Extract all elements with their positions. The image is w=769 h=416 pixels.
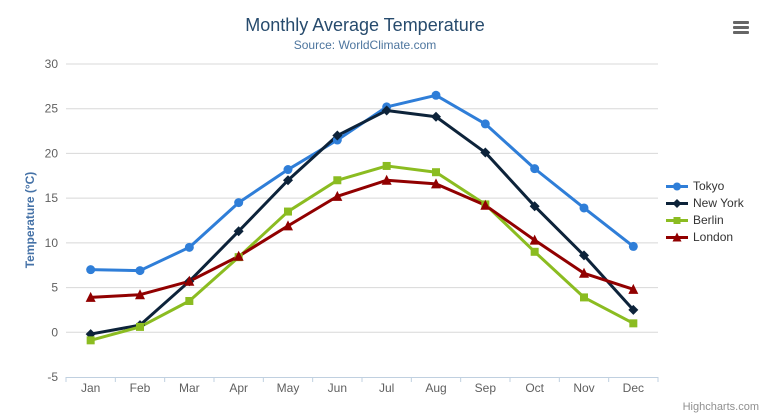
marker-tokyo[interactable] — [431, 90, 441, 100]
marker-new-york[interactable] — [480, 147, 491, 158]
marker-berlin[interactable] — [530, 247, 539, 256]
marker-london[interactable] — [381, 174, 392, 185]
y-tick-label: 30 — [45, 57, 59, 71]
legend-label: Tokyo — [693, 179, 725, 193]
marker-london[interactable] — [85, 291, 96, 302]
highcharts-credit[interactable]: Highcharts.com — [682, 401, 759, 413]
marker-london[interactable] — [233, 250, 244, 261]
marker-berlin[interactable] — [629, 319, 638, 328]
x-tick-label: Nov — [573, 381, 594, 395]
series-line-london — [89, 178, 635, 299]
marker-tokyo[interactable] — [480, 119, 490, 129]
y-tick-label: -5 — [47, 370, 58, 384]
legend-item-london[interactable]: London — [666, 230, 744, 244]
marker-berlin[interactable] — [86, 336, 95, 345]
chart-title: Monthly Average Temperature — [245, 15, 485, 35]
marker-london[interactable] — [332, 190, 343, 201]
marker-berlin[interactable] — [382, 161, 391, 170]
marker-tokyo[interactable] — [184, 242, 194, 252]
chart-subtitle: Source: WorldClimate.com — [293, 38, 437, 52]
marker-london[interactable] — [529, 234, 540, 245]
marker-berlin[interactable] — [185, 296, 194, 305]
marker-london[interactable] — [135, 289, 145, 300]
x-tick-label: Dec — [623, 381, 644, 395]
export-menu-button[interactable] — [733, 21, 749, 34]
legend-symbol-berlin — [673, 216, 681, 224]
x-tick-label: Feb — [130, 381, 151, 395]
legend-symbol-tokyo — [673, 182, 681, 190]
hamburger-icon — [733, 21, 749, 24]
marker-tokyo[interactable] — [234, 198, 244, 208]
y-tick-label: 15 — [45, 191, 59, 205]
marker-tokyo[interactable] — [628, 241, 638, 251]
marker-london[interactable] — [480, 199, 491, 210]
marker-new-york[interactable] — [233, 226, 244, 237]
marker-new-york[interactable] — [332, 130, 343, 141]
marker-london[interactable] — [431, 178, 441, 189]
series-line-berlin — [89, 164, 635, 342]
legend-label: New York — [693, 196, 744, 210]
y-tick-label: 20 — [45, 146, 59, 160]
legend-marker-triangle-icon — [666, 232, 688, 241]
series-line-new-york — [89, 109, 635, 336]
marker-berlin[interactable] — [333, 176, 342, 185]
marker-berlin[interactable] — [136, 322, 144, 331]
hamburger-icon — [733, 26, 749, 29]
legend-marker-diamond-icon — [666, 198, 688, 208]
x-tick-label: Oct — [525, 381, 544, 395]
x-tick-label: Jun — [328, 381, 347, 395]
marker-new-york[interactable] — [381, 105, 392, 116]
marker-new-york[interactable] — [283, 175, 293, 186]
marker-tokyo[interactable] — [283, 165, 293, 175]
marker-new-york[interactable] — [431, 111, 441, 122]
marker-berlin[interactable] — [580, 293, 588, 302]
x-tick-label: Sep — [475, 381, 497, 395]
x-tick-label: Aug — [425, 381, 446, 395]
legend-marker-circle-icon — [666, 182, 688, 190]
x-tick-label: May — [277, 381, 300, 395]
x-tick-label: Apr — [229, 381, 248, 395]
x-tick-label: Jan — [81, 381, 100, 395]
marker-tokyo[interactable] — [135, 266, 145, 276]
marker-london[interactable] — [283, 220, 293, 231]
legend-label: London — [693, 230, 734, 244]
marker-berlin[interactable] — [432, 168, 440, 177]
marker-tokyo[interactable] — [579, 203, 589, 213]
y-tick-label: 10 — [45, 236, 59, 250]
legend-item-new-york[interactable]: New York — [666, 196, 744, 210]
marker-tokyo[interactable] — [530, 164, 540, 174]
marker-berlin[interactable] — [284, 207, 292, 216]
marker-london[interactable] — [184, 275, 195, 286]
y-tick-label: 5 — [51, 281, 58, 295]
legend-symbol-new-york — [672, 198, 682, 208]
hamburger-icon — [733, 31, 749, 34]
marker-new-york[interactable] — [579, 250, 589, 261]
legend-item-berlin[interactable]: Berlin — [666, 213, 744, 227]
y-tick-label: 0 — [51, 325, 58, 339]
legend: Tokyo New York Berlin London — [666, 179, 744, 244]
legend-symbol-london — [672, 232, 682, 241]
x-tick-label: Mar — [179, 381, 200, 395]
y-tick-label: 25 — [45, 102, 59, 116]
marker-london[interactable] — [628, 283, 639, 294]
legend-label: Berlin — [693, 213, 724, 227]
marker-london[interactable] — [579, 267, 589, 278]
marker-tokyo[interactable] — [86, 265, 96, 275]
legend-marker-square-icon — [666, 216, 688, 224]
x-tick-label: Jul — [379, 381, 394, 395]
marker-new-york[interactable] — [628, 304, 639, 315]
marker-new-york[interactable] — [529, 201, 540, 212]
legend-item-tokyo[interactable]: Tokyo — [666, 179, 744, 193]
